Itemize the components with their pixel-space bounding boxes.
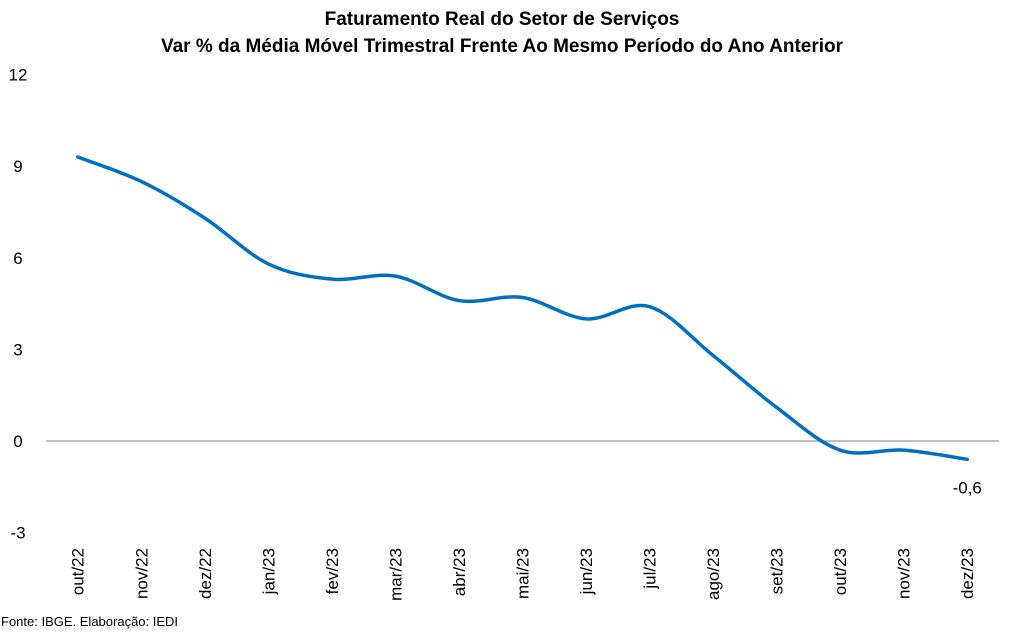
- x-tick-label: fev/23: [323, 548, 342, 594]
- x-tick-label: out/22: [69, 548, 88, 595]
- data-labels: -0,6: [953, 478, 982, 497]
- x-tick-label: dez/22: [196, 548, 215, 599]
- x-tick-label: jul/23: [641, 548, 660, 590]
- data-point: [584, 317, 588, 321]
- source-note: Fonte: IBGE. Elaboração: IEDI: [1, 614, 178, 629]
- chart-title: Faturamento Real do Setor de Serviços: [325, 9, 680, 30]
- x-tick-label: ago/23: [704, 548, 723, 600]
- y-tick-label: -3: [10, 524, 25, 543]
- data-point: [139, 179, 143, 183]
- y-tick-label: 9: [13, 157, 22, 176]
- y-tick-label: 3: [13, 340, 22, 359]
- data-point: [648, 305, 652, 309]
- data-point: [965, 457, 969, 461]
- x-tick-label: mai/23: [513, 548, 532, 599]
- x-tick-label: set/23: [768, 548, 787, 594]
- data-point: [330, 277, 334, 281]
- data-label: -0,6: [953, 478, 982, 497]
- x-tick-label: abr/23: [450, 548, 469, 596]
- series-layer: [76, 155, 969, 462]
- data-point: [838, 448, 842, 452]
- chart-subtitle: Var % da Média Móvel Trimestral Frente A…: [161, 36, 844, 57]
- x-tick-label: out/23: [831, 548, 850, 595]
- data-point: [76, 155, 80, 159]
- y-tick-label: 6: [13, 249, 22, 268]
- x-tick-label: mar/23: [386, 548, 405, 601]
- data-point: [266, 262, 270, 266]
- data-point: [902, 448, 906, 452]
- data-point: [203, 216, 207, 220]
- y-axis-tick-labels: 12 9 6 3 0 -3: [9, 66, 28, 543]
- data-point: [711, 354, 715, 358]
- x-tick-label: nov/23: [895, 548, 914, 599]
- x-tick-label: jan/23: [259, 548, 278, 595]
- data-point: [457, 299, 461, 303]
- x-tick-label: jun/23: [577, 548, 596, 595]
- series-line: [76, 155, 969, 462]
- x-tick-label: dez/23: [958, 548, 977, 599]
- data-point: [775, 405, 779, 409]
- data-point: [393, 274, 397, 278]
- y-tick-label: 0: [13, 432, 22, 451]
- y-tick-label: 12: [9, 66, 28, 85]
- data-point: [521, 295, 525, 299]
- x-axis-tick-labels: out/22 nov/22 dez/22 jan/23 fev/23 mar/23 abr/…: [69, 548, 977, 601]
- x-tick-label: nov/22: [132, 548, 151, 599]
